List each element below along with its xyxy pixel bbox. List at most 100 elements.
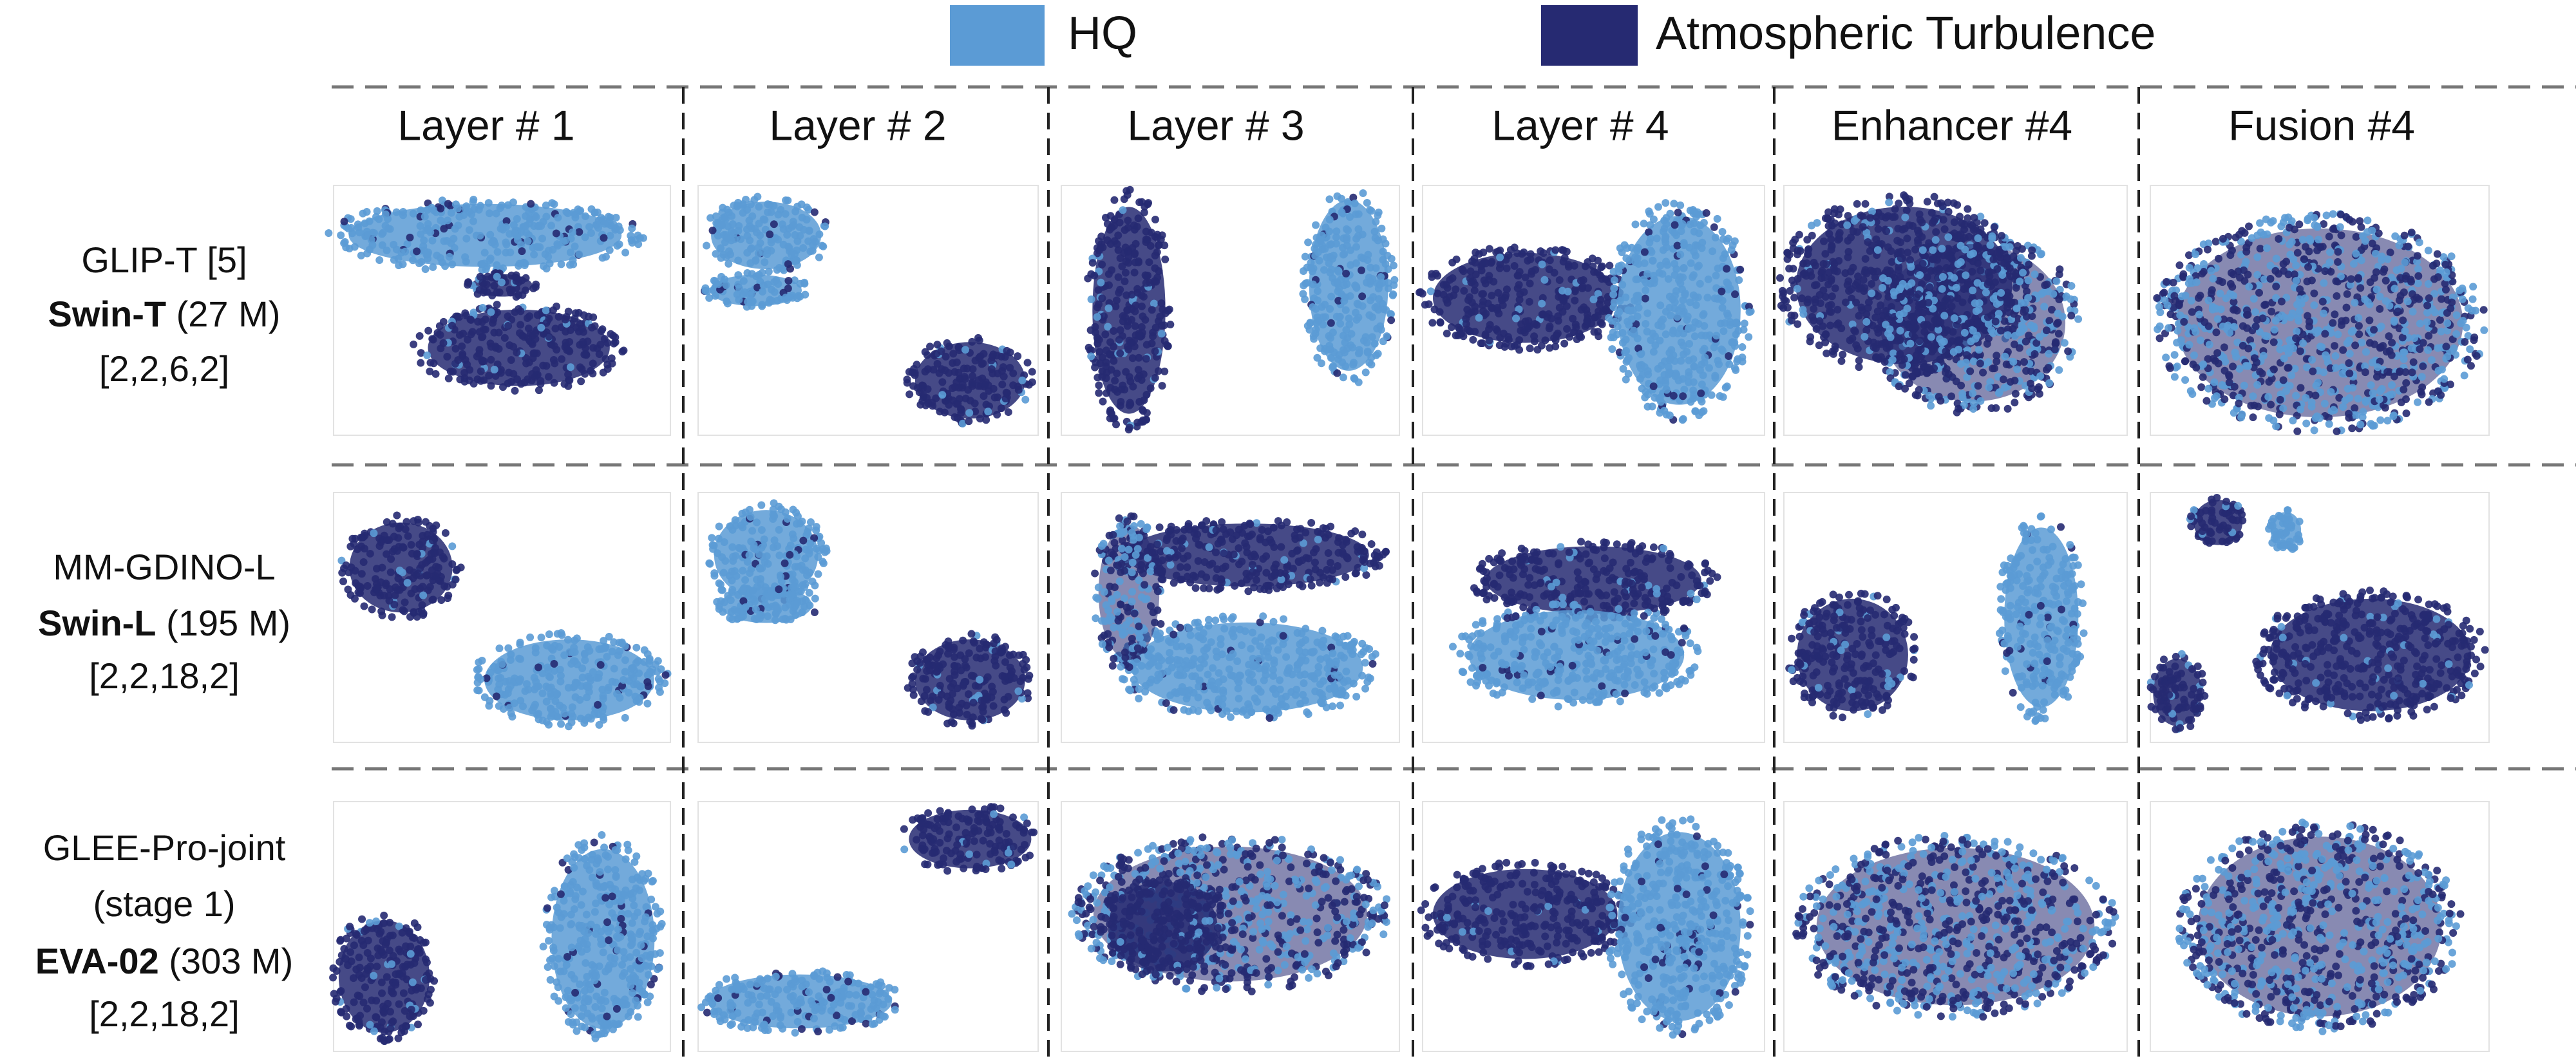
point: [2479, 306, 2488, 314]
point: [1304, 238, 1312, 247]
point: [368, 605, 376, 614]
point: [1938, 272, 1947, 281]
point: [1327, 265, 1336, 274]
point: [2185, 341, 2193, 349]
point: [987, 356, 996, 364]
point: [1962, 271, 1970, 279]
point: [2177, 292, 2186, 301]
point: [531, 335, 540, 343]
point: [1004, 408, 1012, 417]
point: [342, 561, 350, 569]
point: [2211, 238, 2220, 246]
point: [1525, 297, 1533, 306]
point: [2419, 362, 2427, 370]
point: [2263, 244, 2271, 252]
point: [2437, 327, 2445, 335]
point: [1133, 422, 1141, 431]
point: [445, 252, 453, 261]
point: [1605, 314, 1613, 322]
point: [1156, 312, 1164, 321]
point: [2401, 327, 2409, 335]
point: [1513, 272, 1522, 280]
point: [575, 228, 583, 236]
point: [1905, 221, 1913, 229]
point: [1014, 352, 1022, 361]
point: [1984, 358, 1993, 366]
point: [780, 266, 788, 274]
point: [1513, 341, 1521, 349]
point: [1158, 382, 1166, 390]
point: [1001, 353, 1009, 361]
point: [2041, 281, 2049, 289]
point: [585, 223, 594, 231]
point: [1109, 343, 1117, 351]
point: [1872, 353, 1880, 361]
point: [439, 317, 448, 326]
point: [1115, 335, 1123, 344]
point: [1447, 323, 1455, 332]
point: [2219, 234, 2227, 243]
point: [1864, 298, 1873, 306]
point: [2265, 414, 2273, 422]
point: [1713, 214, 1721, 223]
point: [1942, 347, 1950, 355]
column-title: Fusion #4: [2228, 101, 2415, 149]
point: [1939, 216, 1947, 224]
point: [2331, 352, 2340, 360]
point: [1540, 276, 1549, 284]
point: [1477, 267, 1486, 275]
embedding-plot: [1416, 185, 1765, 436]
point: [1357, 253, 1365, 261]
point: [1815, 290, 1824, 299]
point: [1315, 256, 1323, 265]
point: [2010, 340, 2018, 348]
point: [620, 676, 628, 684]
point: [1925, 391, 1933, 400]
point: [1428, 319, 1437, 327]
point: [793, 237, 802, 245]
point: [402, 518, 411, 526]
point: [1512, 314, 1520, 323]
point: [2370, 274, 2378, 282]
point: [1577, 276, 1585, 285]
point: [2235, 399, 2243, 408]
point: [1906, 288, 1915, 296]
point: [1341, 306, 1350, 314]
point: [804, 205, 813, 214]
point: [1825, 307, 1833, 315]
point: [2329, 319, 2337, 327]
point: [2166, 364, 2174, 372]
point: [938, 391, 947, 399]
point: [467, 330, 475, 339]
point: [593, 344, 601, 353]
point: [2237, 413, 2246, 422]
point: [2162, 278, 2170, 286]
point: [2383, 368, 2392, 376]
point: [390, 532, 398, 541]
point: [2022, 312, 2031, 321]
point: [1138, 406, 1146, 414]
point: [2190, 351, 2198, 359]
point: [1537, 247, 1545, 256]
point: [2050, 345, 2059, 353]
point: [1879, 312, 1887, 320]
point: [476, 231, 484, 240]
point: [568, 228, 576, 236]
point: [1830, 209, 1839, 218]
point: [2253, 381, 2262, 389]
point: [2329, 210, 2337, 218]
point: [375, 256, 384, 264]
point: [2279, 259, 2287, 268]
point: [1998, 270, 2007, 279]
point: [1844, 253, 1852, 261]
point: [1968, 221, 1976, 230]
point: [2218, 381, 2226, 389]
point: [1678, 303, 1686, 312]
point: [346, 542, 355, 550]
point: [1137, 323, 1146, 331]
point: [462, 258, 470, 266]
point: [403, 240, 412, 249]
point: [1908, 372, 1917, 381]
point: [734, 271, 743, 279]
point: [728, 212, 736, 220]
